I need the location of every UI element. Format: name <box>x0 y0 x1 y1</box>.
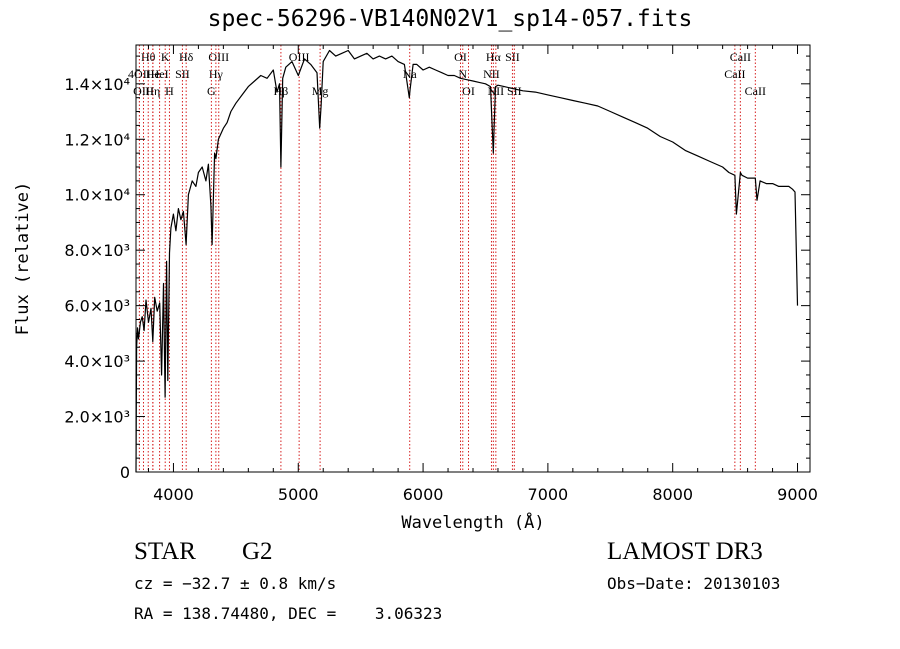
x-tick-label-2: 6000 <box>403 485 444 504</box>
y-tick-label-6: 1.2×10⁴ <box>64 130 130 149</box>
line-label-17: OI <box>454 50 467 64</box>
line-label-10: OIII <box>208 50 229 64</box>
x-tick-label-3: 7000 <box>528 485 569 504</box>
line-label-5: K <box>161 50 170 64</box>
plot-frame <box>135 44 811 473</box>
line-label-7: SII <box>175 67 190 81</box>
line-label-0: Hθ <box>141 50 156 64</box>
y-tick-label-4: 8.0×10³ <box>64 241 130 260</box>
sky-coordinates: RA = 138.74480, DEC = 3.06323 <box>134 604 443 623</box>
x-tick-label-0: 4000 <box>153 485 194 504</box>
x-tick-label-5: 9000 <box>777 485 818 504</box>
y-axis-label: Flux (relative) <box>13 182 33 336</box>
y-tick-label-3: 6.0×10³ <box>64 297 130 316</box>
x-tick-label-1: 5000 <box>278 485 319 504</box>
y-tick-label-1: 2.0×10³ <box>64 408 130 427</box>
line-label-18: OI <box>462 84 475 98</box>
line-label-12: G <box>207 84 216 98</box>
line-label-22: NII <box>483 67 500 81</box>
y-tick-label-0: 0 <box>120 463 130 482</box>
survey-name: LAMOST DR3 <box>607 538 763 565</box>
line-label-25: CaII <box>730 50 751 64</box>
x-tick-label-4: 8000 <box>652 485 693 504</box>
object-type: STAR <box>134 538 196 565</box>
line-label-6: HeI <box>151 67 169 81</box>
line-label-27: CaII <box>745 84 766 98</box>
line-label-20: Hα <box>486 50 502 64</box>
line-label-14: Hβ <box>274 84 289 98</box>
spectral-subclass: G2 <box>242 538 273 565</box>
redshift-cz: cz = −32.7 ± 0.8 km/s <box>134 574 337 593</box>
line-label-26: CaII <box>724 67 745 81</box>
x-axis-label: Wavelength (Å) <box>401 511 544 533</box>
y-tick-label-2: 4.0×10³ <box>64 352 130 371</box>
line-label-21: SII <box>505 50 520 64</box>
line-label-4: Hη <box>145 84 160 98</box>
line-label-24: SII <box>507 84 522 98</box>
line-label-1: 4OII <box>128 67 151 81</box>
chart-title: spec-56296-VB140N02V1_sp14-057.fits <box>207 6 693 32</box>
line-label-9: Hδ <box>179 50 194 64</box>
line-label-11: Hγ <box>209 67 224 81</box>
line-label-8: H <box>165 84 174 98</box>
spectrum-series-0 <box>135 49 799 473</box>
line-label-15: Mg <box>312 84 329 98</box>
line-label-2: OIII <box>133 84 154 98</box>
observation-date: Obs−Date: 20130103 <box>607 574 781 593</box>
line-label-19: N <box>458 67 467 81</box>
y-tick-label-7: 1.4×10⁴ <box>64 75 130 94</box>
y-tick-label-5: 1.0×10⁴ <box>64 186 130 205</box>
